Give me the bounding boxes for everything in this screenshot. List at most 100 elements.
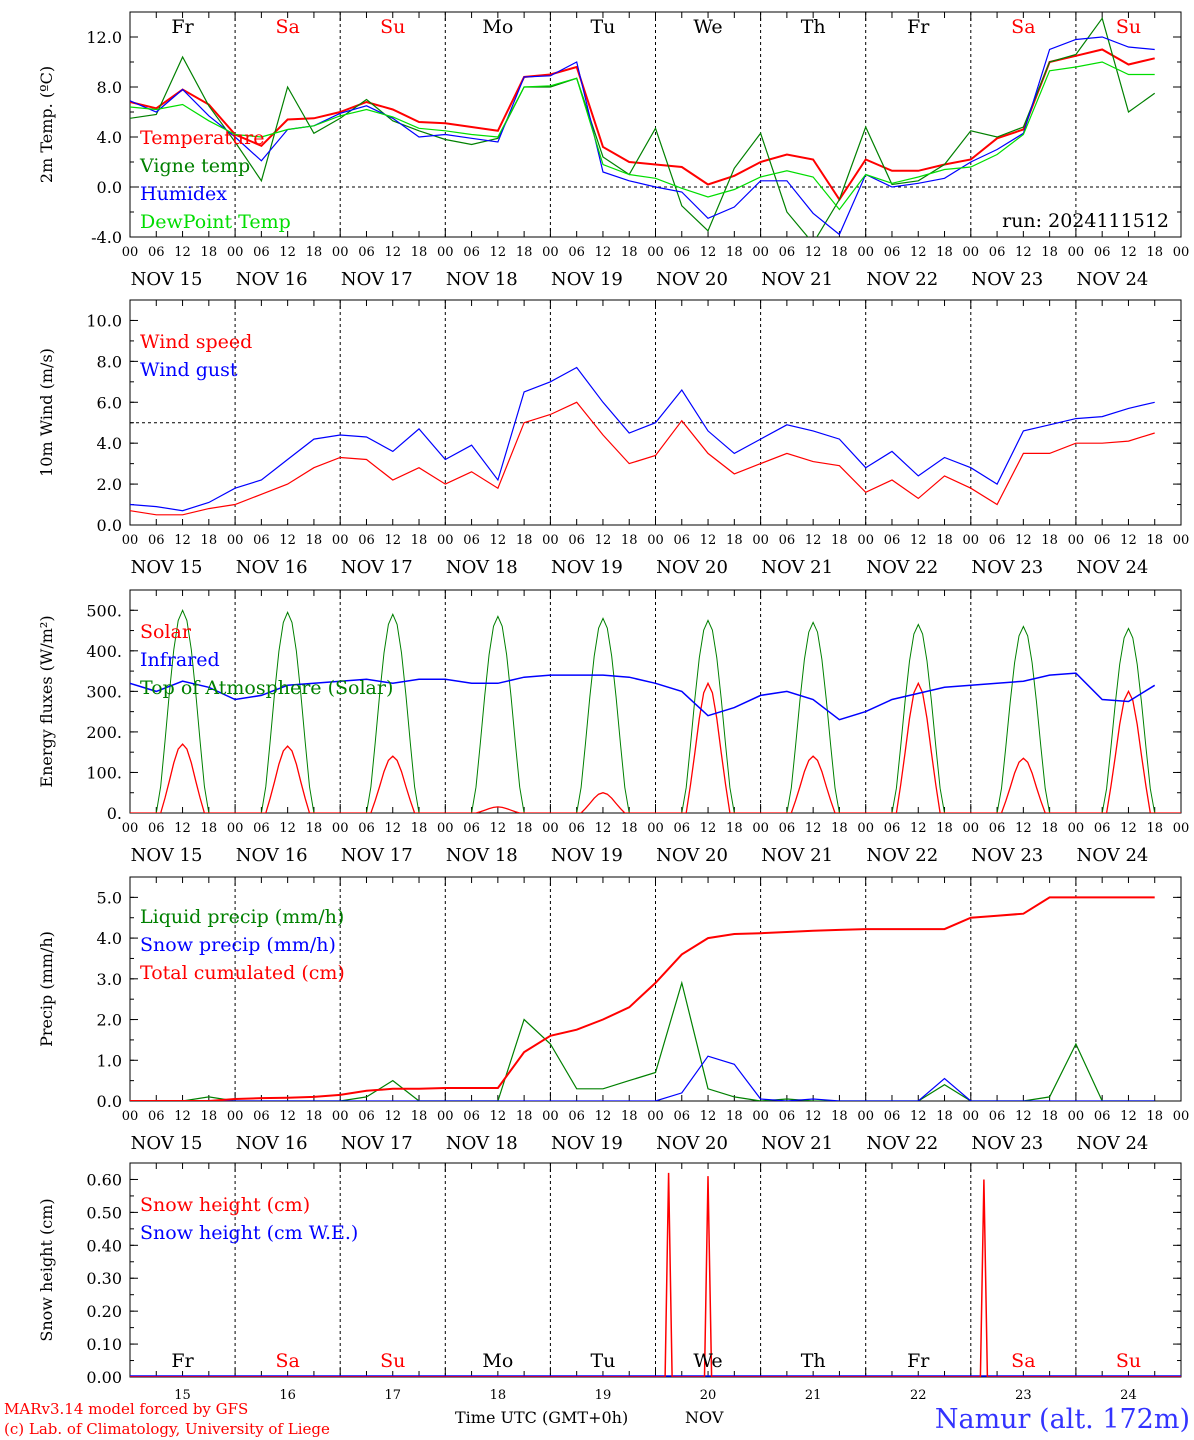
hour-tick-label: 06 [1094, 533, 1111, 548]
date-label: NOV 15 [131, 269, 203, 290]
hour-tick-label: 12 [595, 245, 612, 260]
series-line-wind-gust [130, 366, 1155, 512]
hour-tick-label: 18 [726, 533, 743, 548]
date-label: NOV 19 [551, 1133, 623, 1154]
series-line-liquid-precip-mm-h- [130, 980, 1155, 1101]
hour-tick-label: 12 [279, 245, 296, 260]
y-tick-label: 100. [86, 763, 122, 782]
series-line-solar [130, 681, 1181, 813]
date-label: NOV 15 [131, 1133, 203, 1154]
series-line-vigne-temp [130, 16, 1156, 237]
date-label: NOV 18 [446, 557, 518, 578]
hour-tick-label: 12 [805, 245, 822, 260]
hour-tick-label: 06 [989, 245, 1006, 260]
hour-tick-label: 00 [1173, 1109, 1190, 1124]
hour-tick-label: 12 [1120, 1109, 1137, 1124]
hour-tick-label: 06 [779, 245, 796, 260]
hour-tick-label: 06 [148, 821, 165, 836]
hour-tick-label: 00 [122, 533, 139, 548]
date-label: NOV 16 [236, 557, 308, 578]
series-group [130, 366, 1155, 516]
hour-tick-label: 06 [568, 245, 585, 260]
hour-tick-label: 06 [779, 821, 796, 836]
date-label: NOV 23 [971, 845, 1043, 866]
hour-tick-label: 06 [463, 245, 480, 260]
hour-tick-label: 00 [122, 821, 139, 836]
hour-tick-label: 06 [674, 245, 691, 260]
hour-tick-label: 12 [384, 1109, 401, 1124]
hour-tick-label: 12 [490, 1109, 507, 1124]
hour-tick-label: 00 [1173, 533, 1190, 548]
y-tick-label: 0.30 [86, 1269, 122, 1288]
hour-tick-label: 18 [1146, 533, 1163, 548]
hour-tick-label: 06 [884, 245, 901, 260]
hour-tick-label: 00 [647, 533, 664, 548]
y-tick-label: 4.0 [97, 929, 122, 948]
hour-tick-label: 18 [831, 245, 848, 260]
weekday-label: Su [380, 16, 405, 38]
y-axis-label: Precip (mm/h) [37, 931, 56, 1047]
date-label: NOV 21 [761, 557, 833, 578]
hour-tick-label: 00 [122, 245, 139, 260]
date-label: NOV 19 [551, 845, 623, 866]
date-label: NOV 17 [341, 557, 413, 578]
hour-tick-label: 06 [253, 245, 270, 260]
hour-tick-label: 06 [253, 1109, 270, 1124]
date-label: NOV 16 [236, 1133, 308, 1154]
weekday-label: Th [801, 1350, 826, 1372]
hour-tick-label: 00 [227, 821, 244, 836]
hour-tick-label: 06 [148, 533, 165, 548]
series-line-total-cumulated-cm- [130, 896, 1155, 1101]
series-line-infrared [130, 672, 1156, 721]
legend-entry: Top of Atmosphere (Solar) [140, 677, 393, 699]
hour-tick-label: 18 [1041, 245, 1058, 260]
date-label: NOV 24 [1077, 1133, 1149, 1154]
day-number-label: 19 [595, 1388, 612, 1403]
hour-tick-label: 12 [174, 245, 191, 260]
hour-tick-label: 12 [1015, 245, 1032, 260]
hour-tick-label: 12 [279, 1109, 296, 1124]
hour-tick-label: 06 [463, 1109, 480, 1124]
weekday-label: Su [1116, 1350, 1141, 1372]
hour-tick-label: 18 [1146, 245, 1163, 260]
day-number-label: 17 [384, 1388, 401, 1403]
hour-tick-label: 12 [1015, 533, 1032, 548]
panel-1: -4.0 0.0 4.0 8.0 12.0 2m Temp. (ºC) 00 06 12 18 NO… [37, 11, 1189, 290]
date-label: NOV 23 [971, 269, 1043, 290]
series-group [130, 896, 1155, 1101]
date-label: NOV 18 [446, 845, 518, 866]
hour-tick-label: 18 [621, 1109, 638, 1124]
date-label: NOV 17 [341, 269, 413, 290]
weekday-label: Sa [275, 1350, 299, 1372]
hour-tick-label: 18 [306, 821, 323, 836]
y-tick-label: 400. [86, 642, 122, 661]
panel-2: 0.0 2.0 4.0 6.0 8.0 10.0 10m Wind (m/s) 00 06 12 1… [37, 299, 1190, 578]
hour-tick-label: 12 [700, 245, 717, 260]
y-tick-label: 300. [86, 682, 122, 701]
legend-entry: Vigne temp [139, 155, 250, 177]
hour-tick-label: 06 [674, 821, 691, 836]
hour-tick-label: 18 [1041, 1109, 1058, 1124]
plot-frame [129, 299, 1182, 526]
weekday-label: We [693, 1350, 722, 1372]
hour-tick-label: 06 [884, 533, 901, 548]
hour-tick-label: 06 [253, 533, 270, 548]
hour-tick-label: 12 [805, 821, 822, 836]
y-tick-label: 12.0 [86, 28, 122, 47]
series-group [130, 16, 1156, 237]
weekday-label: Fr [907, 1350, 930, 1372]
date-label: NOV 16 [236, 845, 308, 866]
hour-tick-label: 00 [647, 821, 664, 836]
weekday-label: Su [1116, 16, 1141, 38]
date-label: NOV 17 [341, 845, 413, 866]
hour-tick-label: 00 [1068, 533, 1085, 548]
y-tick-label: 0.20 [86, 1302, 122, 1321]
series-group [130, 609, 1181, 813]
weekday-label: Fr [171, 1350, 194, 1372]
station-label: Namur (alt. 172m) [935, 1404, 1190, 1435]
hour-tick-label: 12 [910, 245, 927, 260]
hour-tick-label: 18 [621, 533, 638, 548]
series-line-dewpoint-temp [130, 61, 1155, 211]
series-line-wind-speed [130, 401, 1155, 516]
